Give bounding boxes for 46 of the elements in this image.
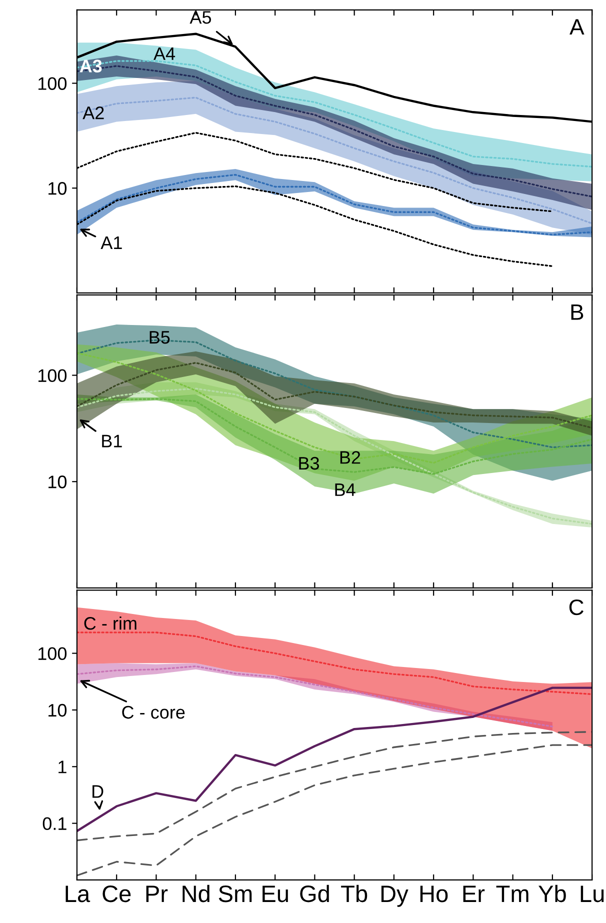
annotation: A4 [154,47,176,60]
annotation: C - rim [84,616,136,630]
x-tick-label: La [66,886,90,902]
x-tick-label: Nd [182,884,210,902]
x-tick-label: Lu [580,886,604,902]
chart-title: C [569,599,584,616]
annotation: B5 [150,331,170,344]
chart-title: A [570,19,584,35]
annotation: D [92,785,104,798]
y-tick-label: 10 [48,182,67,195]
line-series [76,686,592,832]
annotation: B2 [340,451,360,464]
x-tick-label: Ho [420,886,448,902]
x-tick-label: Dy [381,886,408,907]
line-series [76,632,592,696]
y-tick-label: 100 [38,369,67,382]
annotation: B4 [335,483,356,496]
line-series [76,398,592,475]
x-tick-label: Eu [262,886,288,902]
x-tick-label: Tb [341,884,368,902]
y-tick-label: 1 [58,760,66,774]
x-tick-label: Gd [300,884,329,902]
line-series [76,60,592,168]
annotation: B3 [299,456,320,470]
chart-title: B [571,304,584,320]
x-tick-label: Sm [218,885,252,902]
annotation: B1 [102,434,122,448]
x-tick-label: Tm [496,886,528,902]
line-series [76,744,592,876]
y-tick-label: 100 [38,77,67,90]
y-tick-label: 100 [38,647,67,660]
annotation: A5 [190,11,212,24]
line-series [76,96,592,224]
y-tick-label: 0.1 [42,817,66,830]
annotation: A1 [100,236,122,249]
line-series [76,731,592,842]
x-tick-label: Ce [102,885,131,902]
x-tick-label: Yb [538,884,566,902]
annotation: C - core [122,706,185,719]
y-tick-label: 10 [48,704,67,717]
annotation: A2 [82,106,104,120]
y-tick-label: 10 [48,476,67,488]
annotation: A3 [80,60,102,72]
x-tick-label: Pr [146,886,168,902]
x-tick-label: Er [463,886,485,902]
line-series [76,362,592,429]
